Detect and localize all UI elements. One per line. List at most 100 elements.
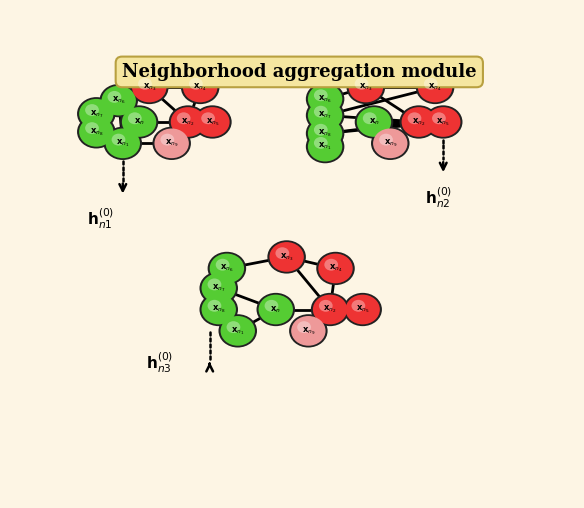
Circle shape (195, 107, 230, 137)
Text: $\mathbf{x}_{n_{6}}$: $\mathbf{x}_{n_{6}}$ (220, 263, 234, 274)
Circle shape (102, 86, 136, 115)
Text: $\mathbf{x}_{n_{5}}$: $\mathbf{x}_{n_{5}}$ (356, 304, 370, 315)
Circle shape (207, 278, 221, 291)
Circle shape (289, 314, 328, 347)
Circle shape (432, 112, 446, 124)
Circle shape (99, 84, 138, 117)
Text: $\mathbf{x}_{n_{3}}$: $\mathbf{x}_{n_{3}}$ (142, 82, 156, 93)
Text: $\mathbf{x}_{n_{5}}$: $\mathbf{x}_{n_{5}}$ (206, 116, 219, 128)
Text: $\mathbf{x}_{n_{7}}$: $\mathbf{x}_{n_{7}}$ (89, 108, 103, 119)
Circle shape (324, 259, 338, 271)
Circle shape (265, 300, 279, 312)
Circle shape (306, 99, 345, 132)
Circle shape (138, 78, 152, 90)
Text: $\mathbf{x}_{n_{4}}$: $\mathbf{x}_{n_{4}}$ (428, 82, 442, 93)
Text: $\mathbf{h}_{n3}^{(0)}$: $\mathbf{h}_{n3}^{(0)}$ (147, 351, 173, 375)
Circle shape (306, 130, 345, 163)
Circle shape (349, 73, 383, 102)
Circle shape (402, 107, 436, 137)
Text: $\mathbf{x}_{n_{2}}$: $\mathbf{x}_{n_{2}}$ (412, 116, 426, 128)
Circle shape (314, 89, 328, 101)
Text: $\mathbf{x}_{n_{5}}$: $\mathbf{x}_{n_{5}}$ (436, 116, 450, 128)
Circle shape (346, 295, 380, 325)
Text: $\mathbf{x}_{n_{6}}$: $\mathbf{x}_{n_{6}}$ (112, 95, 126, 106)
Circle shape (424, 105, 463, 139)
Circle shape (424, 78, 437, 90)
Circle shape (201, 295, 236, 325)
Text: $\mathbf{x}_{n_{8}}$: $\mathbf{x}_{n_{8}}$ (89, 126, 103, 138)
Circle shape (319, 300, 333, 312)
Circle shape (193, 105, 232, 139)
Circle shape (416, 71, 454, 104)
Circle shape (418, 73, 452, 102)
Circle shape (346, 71, 385, 104)
Text: $\mathbf{x}_{n_{1}}$: $\mathbf{x}_{n_{1}}$ (231, 325, 245, 337)
Circle shape (79, 99, 113, 129)
Text: $\mathbf{x}_{n_{3}}$: $\mathbf{x}_{n_{3}}$ (359, 82, 373, 93)
Circle shape (208, 252, 246, 285)
Circle shape (107, 91, 121, 103)
Circle shape (207, 300, 221, 312)
Circle shape (112, 134, 126, 146)
Circle shape (308, 118, 342, 148)
Circle shape (311, 293, 349, 326)
Text: $\mathbf{x}_{n_{7}}$: $\mathbf{x}_{n_{7}}$ (212, 282, 225, 294)
Circle shape (181, 71, 220, 104)
Text: $\mathbf{x}_n$: $\mathbf{x}_n$ (134, 117, 144, 127)
Circle shape (399, 105, 438, 139)
Circle shape (308, 132, 342, 162)
Circle shape (210, 253, 244, 283)
Circle shape (357, 107, 391, 137)
Text: $\mathbf{x}_{n_{6}}$: $\mathbf{x}_{n_{6}}$ (318, 93, 332, 105)
Circle shape (314, 106, 328, 118)
Text: Neighborhood aggregation module: Neighborhood aggregation module (122, 63, 477, 81)
Text: $\mathbf{x}_{n_{8}}$: $\mathbf{x}_{n_{8}}$ (318, 128, 332, 139)
Circle shape (215, 259, 230, 271)
Circle shape (77, 115, 116, 148)
Circle shape (313, 295, 347, 325)
Circle shape (128, 112, 142, 124)
Circle shape (308, 84, 342, 114)
Circle shape (152, 126, 191, 160)
Circle shape (314, 137, 328, 149)
Circle shape (297, 321, 311, 333)
Circle shape (161, 134, 174, 146)
Circle shape (269, 242, 304, 272)
Text: $\mathbf{x}_{n_{1}}$: $\mathbf{x}_{n_{1}}$ (318, 141, 332, 152)
Text: $\mathbf{x}_n$: $\mathbf{x}_n$ (369, 117, 380, 127)
Circle shape (154, 129, 189, 158)
Circle shape (306, 82, 345, 116)
Circle shape (276, 247, 289, 259)
Circle shape (122, 107, 157, 137)
Circle shape (354, 78, 369, 90)
Text: $\mathbf{x}_{n_{1}}$: $\mathbf{x}_{n_{1}}$ (116, 138, 130, 149)
Circle shape (308, 101, 342, 130)
Circle shape (227, 321, 241, 333)
Circle shape (426, 107, 460, 137)
Circle shape (120, 105, 158, 139)
Text: $\mathbf{x}_{n_{9}}$: $\mathbf{x}_{n_{9}}$ (384, 138, 397, 149)
Circle shape (256, 293, 295, 326)
Text: $\mathbf{x}_{n_{9}}$: $\mathbf{x}_{n_{9}}$ (301, 325, 315, 337)
Circle shape (373, 129, 408, 158)
Circle shape (201, 112, 215, 124)
Circle shape (79, 117, 113, 147)
Circle shape (130, 71, 169, 104)
Text: $\mathbf{x}_{n_{3}}$: $\mathbf{x}_{n_{3}}$ (280, 251, 293, 263)
Circle shape (317, 252, 354, 285)
Circle shape (183, 73, 217, 102)
Text: $\mathbf{x}_{n_{8}}$: $\mathbf{x}_{n_{8}}$ (212, 304, 225, 315)
Circle shape (171, 107, 205, 137)
Circle shape (267, 240, 306, 274)
Circle shape (352, 300, 365, 312)
Circle shape (85, 104, 99, 116)
Circle shape (343, 293, 382, 326)
Text: $\mathbf{x}_{n_{2}}$: $\mathbf{x}_{n_{2}}$ (181, 116, 194, 128)
Circle shape (169, 105, 207, 139)
Text: $\mathbf{x}_{n_{2}}$: $\mathbf{x}_{n_{2}}$ (324, 304, 337, 315)
Text: $\mathbf{x}_{n_{9}}$: $\mathbf{x}_{n_{9}}$ (165, 138, 179, 149)
Circle shape (291, 316, 325, 346)
Circle shape (379, 134, 393, 146)
Text: $\mathbf{x}_{n_{4}}$: $\mathbf{x}_{n_{4}}$ (329, 263, 342, 274)
Circle shape (318, 253, 353, 283)
